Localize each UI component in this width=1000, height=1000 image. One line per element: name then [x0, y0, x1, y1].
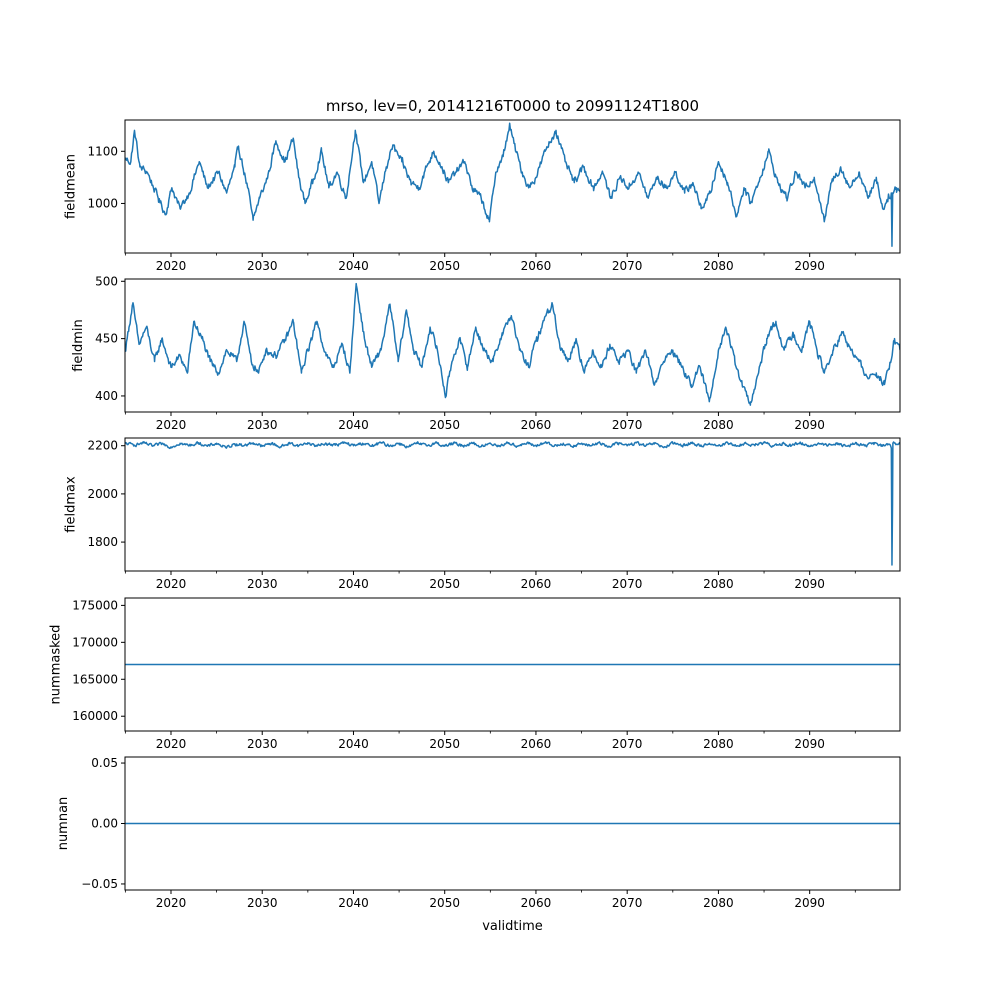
fieldmean-xtick-label: 2070 [612, 259, 643, 273]
nummasked-xtick-label: 2030 [247, 737, 278, 751]
nummasked-ylabel: nummasked [48, 625, 63, 705]
numnan-ylabel: numnan [56, 797, 71, 851]
fieldmax-xtick-label: 2090 [794, 577, 825, 591]
fieldmean-xtick-label: 2080 [703, 259, 734, 273]
fieldmin-axes-frame [124, 278, 901, 413]
subplot-fieldmin: 2020 2030 2040 2050 2060 2070 2080 2090 400 450 50… [71, 274, 901, 432]
fieldmin-xtick-label: 2030 [247, 418, 278, 432]
fieldmax-xtick-label: 2080 [703, 577, 734, 591]
fieldmean-xtick-label: 2020 [156, 259, 187, 273]
nummasked-ytick-label: 160000 [72, 709, 118, 723]
fieldmin-series-line [125, 282, 900, 406]
nummasked-ytick-label: 170000 [72, 635, 118, 649]
numnan-xtick-label: 2070 [612, 896, 643, 910]
fieldmax-ytick-label: 1800 [87, 535, 118, 549]
fieldmin-ytick-label: 500 [95, 274, 118, 288]
subplot-numnan: 2020 2030 2040 2050 2060 2070 2080 2090 −0.05 0.0… [56, 756, 901, 910]
fieldmin-xtick-label: 2020 [156, 418, 187, 432]
fieldmax-xtick-label: 2050 [429, 577, 460, 591]
subplots: 2020 2030 2040 2050 2060 2070 2080 2090 1000 1100… [48, 119, 901, 910]
x-axis-label: validtime [482, 919, 543, 934]
fieldmean-series-line [125, 122, 900, 247]
nummasked-ytick-label: 165000 [72, 672, 118, 686]
nummasked-xtick-label: 2020 [156, 737, 187, 751]
fieldmax-ytick-label: 2000 [87, 487, 118, 501]
numnan-xtick-label: 2090 [794, 896, 825, 910]
fieldmean-xtick-label: 2050 [429, 259, 460, 273]
numnan-xtick-label: 2040 [338, 896, 369, 910]
fieldmax-xtick-label: 2030 [247, 577, 278, 591]
fieldmax-xtick-label: 2020 [156, 577, 187, 591]
fieldmax-ytick-label: 2200 [87, 439, 118, 453]
fieldmax-ylabel: fieldmax [64, 476, 79, 533]
fieldmax-axes-frame [124, 437, 901, 572]
fieldmin-ytick-label: 400 [95, 389, 118, 403]
fieldmean-ylabel: fieldmean [64, 154, 79, 219]
nummasked-xtick-label: 2060 [521, 737, 552, 751]
numnan-xtick-label: 2080 [703, 896, 734, 910]
fieldmax-series-line [125, 441, 900, 566]
fieldmean-ytick-label: 1100 [87, 144, 118, 158]
fieldmax-xtick-label: 2040 [338, 577, 369, 591]
fieldmax-xtick-label: 2070 [612, 577, 643, 591]
nummasked-xtick-label: 2070 [612, 737, 643, 751]
figure-title: mrso, lev=0, 20141216T0000 to 20991124T1… [326, 97, 699, 115]
subplot-nummasked: 2020 2030 2040 2050 2060 2070 2080 2090 160000 16… [48, 597, 901, 751]
fieldmean-xtick-label: 2040 [338, 259, 369, 273]
fieldmin-xtick-label: 2040 [338, 418, 369, 432]
nummasked-axes-frame [124, 597, 901, 732]
numnan-ytick-label: −0.05 [81, 877, 118, 891]
fieldmean-xtick-label: 2090 [794, 259, 825, 273]
fieldmin-xtick-label: 2050 [429, 418, 460, 432]
numnan-ytick-label: 0.00 [91, 817, 118, 831]
numnan-xtick-label: 2030 [247, 896, 278, 910]
fieldmin-ylabel: fieldmin [71, 319, 86, 372]
fieldmean-ytick-label: 1000 [87, 196, 118, 210]
fieldmin-xtick-label: 2080 [703, 418, 734, 432]
fieldmean-xtick-label: 2030 [247, 259, 278, 273]
fieldmin-xtick-label: 2070 [612, 418, 643, 432]
fieldmax-xtick-label: 2060 [521, 577, 552, 591]
fieldmean-axes-frame [124, 119, 901, 254]
numnan-xtick-label: 2020 [156, 896, 187, 910]
fieldmin-ytick-label: 450 [95, 332, 118, 346]
numnan-ytick-label: 0.05 [91, 756, 118, 770]
nummasked-xtick-label: 2080 [703, 737, 734, 751]
nummasked-ytick-label: 175000 [72, 598, 118, 612]
nummasked-xtick-label: 2050 [429, 737, 460, 751]
numnan-xtick-label: 2060 [521, 896, 552, 910]
fieldmean-xtick-label: 2060 [521, 259, 552, 273]
subplot-fieldmax: 2020 2030 2040 2050 2060 2070 2080 2090 1800 2000… [64, 437, 901, 591]
nummasked-xtick-label: 2040 [338, 737, 369, 751]
fieldmin-xtick-label: 2090 [794, 418, 825, 432]
numnan-xtick-label: 2050 [429, 896, 460, 910]
fieldmin-xtick-label: 2060 [521, 418, 552, 432]
subplot-fieldmean: 2020 2030 2040 2050 2060 2070 2080 2090 1000 1100… [64, 119, 901, 273]
nummasked-xtick-label: 2090 [794, 737, 825, 751]
